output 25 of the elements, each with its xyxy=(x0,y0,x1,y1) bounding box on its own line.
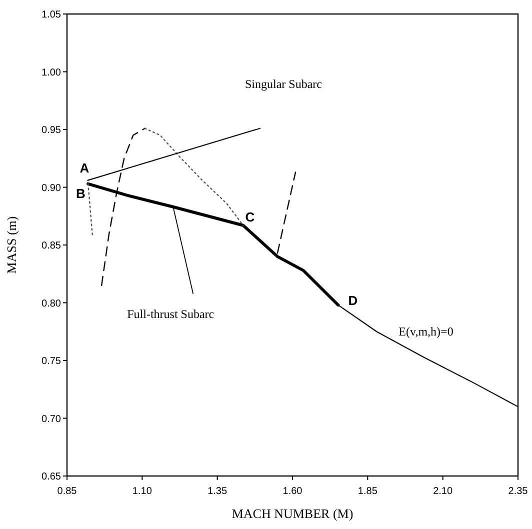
x-tick-label: 2.10 xyxy=(433,486,453,497)
y-tick-label: 0.90 xyxy=(42,182,62,194)
annotation: E(v,m,h)=0 xyxy=(398,324,454,339)
y-tick-label: 1.05 xyxy=(42,10,62,20)
annotation: Singular Subarc xyxy=(245,77,322,91)
x-tick-label: 1.85 xyxy=(358,486,378,497)
x-tick-label: 1.35 xyxy=(208,486,228,497)
x-tick-label: 1.10 xyxy=(132,486,152,497)
y-tick-label: 0.80 xyxy=(42,298,62,310)
annotation: A xyxy=(80,160,90,176)
x-tick-label: 2.35 xyxy=(508,486,528,497)
annotation: C xyxy=(245,209,256,224)
y-tick-label: 1.00 xyxy=(42,67,62,78)
y-tick-label: 0.65 xyxy=(42,472,62,482)
y-tick-label: 0.70 xyxy=(42,414,62,425)
annotation: D xyxy=(348,293,358,308)
annotation: Full-thrust Subarc xyxy=(127,306,214,321)
y-tick-label: 0.95 xyxy=(42,125,62,136)
y-axis-title: MASS (m) xyxy=(4,216,19,274)
x-tick-label: 0.85 xyxy=(57,486,78,497)
x-axis-title: MACH NUMBER (M) xyxy=(232,506,354,521)
x-tick-label: 1.60 xyxy=(282,486,303,497)
annotation: B xyxy=(76,186,86,201)
y-tick-label: 0.75 xyxy=(42,356,62,367)
y-tick-label: 0.85 xyxy=(42,240,62,252)
